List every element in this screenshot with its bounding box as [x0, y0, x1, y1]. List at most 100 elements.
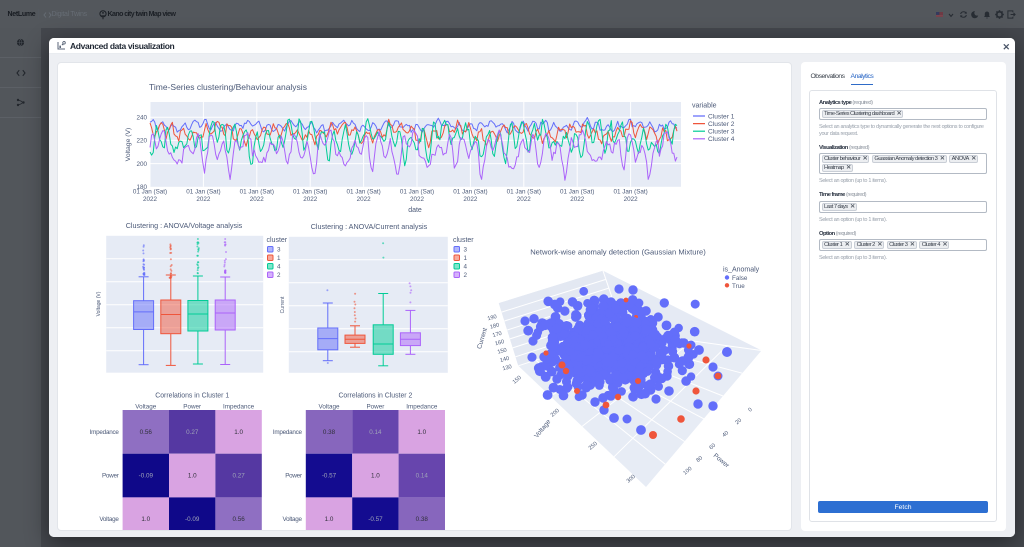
svg-text:240: 240: [136, 115, 147, 122]
svg-text:0.27: 0.27: [186, 429, 199, 436]
svg-text:01 Jan (Sat): 01 Jan (Sat): [560, 189, 594, 196]
svg-text:Current: Current: [280, 296, 286, 313]
svg-text:2022: 2022: [517, 196, 532, 203]
svg-text:Cluster 2: Cluster 2: [708, 121, 735, 128]
svg-text:Clustering : ANOVA/Current ana: Clustering : ANOVA/Current analysis: [311, 222, 428, 231]
svg-text:0.56: 0.56: [140, 429, 153, 436]
svg-text:0.14: 0.14: [369, 429, 382, 436]
svg-text:3: 3: [277, 246, 281, 253]
svg-text:150: 150: [512, 375, 523, 386]
svg-text:2022: 2022: [196, 196, 211, 203]
svg-text:Voltage: Voltage: [99, 516, 119, 523]
svg-text:2022: 2022: [250, 196, 265, 203]
svg-text:Cluster 1: Cluster 1: [708, 113, 735, 120]
svg-text:2: 2: [464, 272, 468, 279]
svg-text:220: 220: [136, 138, 147, 145]
svg-text:100: 100: [682, 466, 693, 477]
svg-text:2: 2: [277, 272, 281, 279]
svg-text:date: date: [408, 207, 422, 214]
svg-text:1.0: 1.0: [417, 429, 426, 436]
svg-text:Impedance: Impedance: [90, 429, 120, 436]
svg-text:-0.09: -0.09: [185, 516, 200, 523]
svg-text:-0.57: -0.57: [322, 473, 337, 480]
svg-text:01 Jan (Sat): 01 Jan (Sat): [346, 189, 380, 196]
svg-text:3: 3: [464, 246, 468, 253]
svg-text:2022: 2022: [570, 196, 585, 203]
svg-text:cluster: cluster: [267, 237, 288, 244]
svg-text:0.14: 0.14: [416, 473, 429, 480]
svg-text:1.0: 1.0: [188, 473, 197, 480]
svg-text:160: 160: [494, 339, 505, 347]
svg-text:Power: Power: [183, 404, 201, 411]
svg-text:Clustering : ANOVA/Voltage ana: Clustering : ANOVA/Voltage analysis: [126, 221, 243, 230]
svg-text:140: 140: [499, 356, 510, 364]
svg-text:1.0: 1.0: [325, 516, 334, 523]
svg-text:variable: variable: [692, 103, 717, 110]
svg-text:60: 60: [708, 443, 717, 452]
svg-text:180: 180: [489, 322, 500, 330]
svg-text:1: 1: [277, 255, 281, 262]
svg-text:01 Jan (Sat): 01 Jan (Sat): [613, 189, 647, 196]
svg-text:80: 80: [695, 455, 704, 464]
svg-text:130: 130: [502, 364, 513, 372]
svg-text:2022: 2022: [357, 196, 372, 203]
svg-text:250: 250: [588, 441, 599, 452]
svg-text:4: 4: [277, 263, 281, 270]
svg-text:Voltage: Voltage: [533, 418, 552, 440]
svg-text:01 Jan (Sat): 01 Jan (Sat): [240, 189, 274, 196]
svg-text:190: 190: [487, 314, 498, 322]
svg-text:300: 300: [626, 474, 637, 485]
svg-text:0.27: 0.27: [232, 473, 245, 480]
svg-text:170: 170: [492, 331, 503, 339]
svg-text:1.0: 1.0: [371, 473, 380, 480]
svg-text:200: 200: [136, 161, 147, 168]
svg-text:01 Jan (Sat): 01 Jan (Sat): [186, 189, 220, 196]
svg-text:Power: Power: [102, 473, 119, 480]
svg-text:0.38: 0.38: [416, 516, 429, 523]
svg-text:is_Anomaly: is_Anomaly: [723, 267, 760, 274]
svg-text:Voltage: Voltage: [135, 404, 157, 411]
svg-text:4: 4: [464, 263, 468, 270]
svg-text:Voltage: Voltage: [318, 404, 340, 411]
svg-text:2022: 2022: [410, 196, 425, 203]
svg-text:Network-wise anomaly detection: Network-wise anomaly detection (Gaussian…: [530, 248, 706, 257]
svg-text:Current: Current: [476, 327, 489, 350]
svg-text:Impedance: Impedance: [273, 429, 303, 436]
svg-text:20: 20: [734, 418, 743, 427]
svg-text:1.0: 1.0: [234, 429, 243, 436]
svg-text:-0.09: -0.09: [139, 473, 154, 480]
svg-text:200: 200: [550, 408, 561, 419]
svg-text:180: 180: [136, 184, 147, 191]
svg-text:Impedance: Impedance: [406, 404, 438, 411]
svg-text:01 Jan (Sat): 01 Jan (Sat): [400, 189, 434, 196]
svg-text:Impedance: Impedance: [223, 404, 255, 411]
svg-text:Correlations in Cluster 1: Correlations in Cluster 1: [155, 393, 229, 400]
svg-text:Cluster 4: Cluster 4: [708, 136, 735, 143]
svg-text:2022: 2022: [303, 196, 318, 203]
svg-text:Cluster 3: Cluster 3: [708, 129, 735, 136]
svg-text:01 Jan (Sat): 01 Jan (Sat): [133, 189, 167, 196]
svg-text:01 Jan (Sat): 01 Jan (Sat): [453, 189, 487, 196]
svg-text:150: 150: [497, 347, 508, 355]
svg-text:cluster: cluster: [453, 237, 474, 244]
svg-text:01 Jan (Sat): 01 Jan (Sat): [507, 189, 541, 196]
svg-text:Power: Power: [712, 452, 731, 470]
svg-text:40: 40: [721, 430, 730, 439]
svg-text:Correlations in Cluster 2: Correlations in Cluster 2: [338, 393, 412, 400]
svg-text:Power: Power: [285, 473, 302, 480]
svg-text:-0.57: -0.57: [368, 516, 383, 523]
svg-text:1.0: 1.0: [141, 516, 150, 523]
svg-text:0: 0: [747, 407, 753, 414]
svg-text:False: False: [732, 275, 748, 282]
svg-text:Power: Power: [366, 404, 384, 411]
svg-text:Time-Series clustering/Behavio: Time-Series clustering/Behaviour analysi…: [149, 82, 307, 92]
svg-text:0.56: 0.56: [232, 516, 245, 523]
svg-text:2022: 2022: [143, 196, 158, 203]
svg-text:Voltage: Voltage: [283, 516, 303, 523]
svg-text:0.38: 0.38: [323, 429, 336, 436]
svg-text:2022: 2022: [624, 196, 639, 203]
svg-text:2022: 2022: [463, 196, 478, 203]
svg-text:Voltage (V): Voltage (V): [125, 128, 132, 162]
svg-text:1: 1: [464, 255, 468, 262]
svg-text:Voltage (V): Voltage (V): [96, 291, 102, 316]
